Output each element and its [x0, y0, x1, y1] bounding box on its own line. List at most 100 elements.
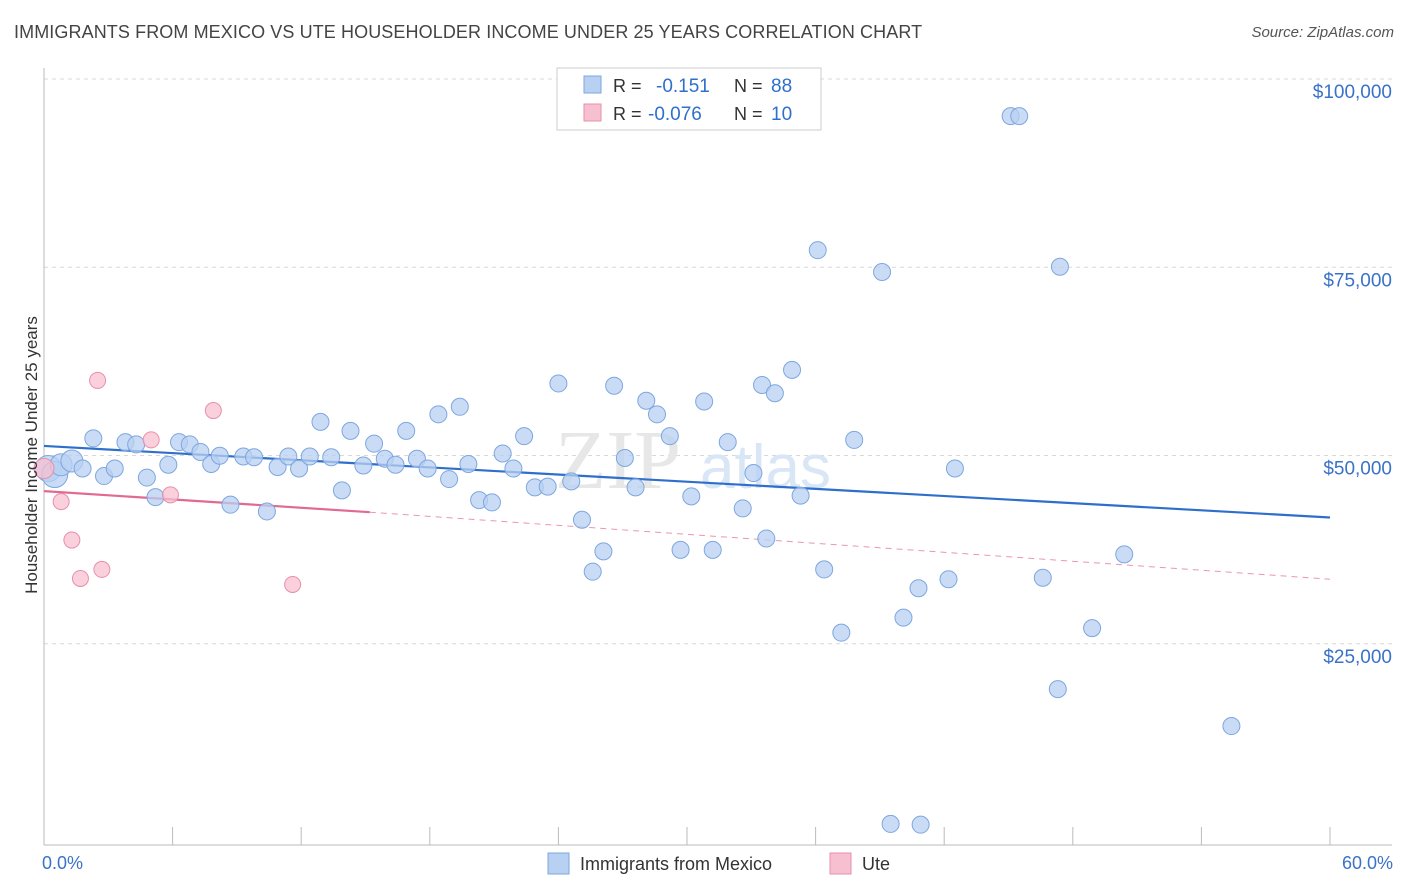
data-point-mexico [440, 470, 459, 489]
data-point-mexico [450, 397, 469, 416]
trend-lines [43, 444, 1331, 580]
legend-r-value: -0.076 [648, 104, 702, 125]
data-point-mexico [137, 468, 156, 487]
data-point-mexico [791, 486, 810, 505]
data-point-mexico [257, 502, 276, 521]
data-point-mexico [753, 375, 772, 394]
data-point-mexico [268, 458, 287, 477]
axis-layer: $25,000 $50,000 $75,000 $100,000 0.0% 60.0% [42, 68, 1393, 873]
data-point-mexico [881, 814, 900, 833]
data-point-mexico [671, 540, 690, 559]
x-tick-label: 0.0% [42, 853, 83, 873]
data-point-mexico [945, 459, 964, 478]
legend-n-value: 88 [771, 76, 792, 97]
bottom-legend-swatch-mexico [547, 852, 570, 875]
data-point-ute [89, 371, 107, 389]
data-point-mexico [418, 459, 437, 478]
x-tick-label: 60.0% [1342, 853, 1393, 873]
data-point-ute [161, 486, 179, 504]
data-point-mexico [637, 391, 656, 410]
data-point-mexico [815, 560, 834, 579]
data-point-mexico [1033, 568, 1052, 587]
bottom-legend-swatch-ute [829, 852, 852, 875]
data-point-mexico [159, 455, 178, 474]
data-point-mexico [615, 448, 634, 467]
y-axis-label: Householder Income Under 25 years [22, 316, 41, 594]
data-point-mexico [146, 488, 165, 507]
data-point-mexico [191, 442, 210, 461]
data-point-mexico [832, 623, 851, 642]
data-point-ute [33, 458, 55, 480]
data-point-mexico [311, 412, 330, 431]
data-point-mexico [765, 384, 784, 403]
legend-n-label: N = [734, 104, 763, 124]
data-point-mexico [354, 456, 373, 475]
data-point-mexico [1010, 107, 1029, 126]
data-point-ute [204, 402, 222, 420]
data-point-mexico [562, 472, 581, 491]
data-point-mexico [744, 464, 763, 483]
source-credit: Source: ZipAtlas.com [1251, 24, 1394, 41]
data-point-mexico [429, 405, 448, 424]
trend-line-ute [43, 490, 370, 514]
data-point-mexico [221, 495, 240, 514]
data-point-mexico [626, 478, 645, 497]
data-point-mexico [873, 263, 892, 282]
data-point-mexico [894, 608, 913, 627]
data-point-mexico [1115, 545, 1134, 564]
data-point-mexico [332, 481, 351, 500]
data-point-mexico [538, 477, 557, 496]
data-point-ute [52, 493, 70, 511]
data-point-mexico [549, 374, 568, 393]
bottom-legend-label-ute: Ute [862, 854, 890, 874]
data-point-ute [71, 569, 89, 587]
data-point-mexico [397, 421, 416, 440]
data-point-mexico [515, 427, 534, 446]
data-point-mexico [682, 487, 701, 506]
y-tick-label: $25,000 [1323, 647, 1392, 668]
data-point-mexico [583, 562, 602, 581]
data-point-mexico [73, 459, 92, 478]
legend-box: R = -0.151 N = 88 R = -0.076 N = 10 [556, 67, 822, 131]
data-point-mexico [279, 447, 298, 466]
y-tick-label: $50,000 [1323, 459, 1392, 480]
legend-n-label: N = [734, 76, 763, 96]
y-tick-label: $100,000 [1313, 82, 1392, 103]
data-point-mexico [459, 455, 478, 474]
data-point-mexico [1050, 257, 1069, 276]
data-point-mexico [695, 392, 714, 411]
data-point-mexico [245, 448, 264, 467]
y-axis-label-group: Householder Income Under 25 years [22, 316, 41, 594]
y-tick-label: $75,000 [1323, 270, 1392, 291]
data-point-mexico [909, 579, 928, 598]
chart-title: IMMIGRANTS FROM MEXICO VS UTE HOUSEHOLDE… [14, 22, 923, 42]
bottom-legend: Immigrants from Mexico Ute [547, 852, 890, 875]
data-point-mexico [605, 376, 624, 395]
data-point-mexico [647, 405, 666, 424]
data-point-ute [63, 531, 81, 549]
data-point-mexico [322, 448, 341, 467]
data-point-mexico [757, 529, 776, 548]
data-point-mexico [105, 459, 124, 478]
data-point-mexico [703, 540, 722, 559]
data-point-mexico [1222, 717, 1241, 736]
data-points [33, 107, 1241, 834]
legend-r-label: R = [613, 76, 642, 96]
data-point-mexico [660, 427, 679, 446]
data-point-mexico [386, 455, 405, 474]
data-point-mexico [84, 429, 103, 448]
data-point-mexico [290, 459, 309, 478]
data-point-mexico [493, 444, 512, 463]
legend-swatch-ute [583, 103, 602, 122]
data-point-mexico [939, 570, 958, 589]
grid-layer [44, 78, 1392, 645]
data-point-mexico [210, 446, 229, 465]
legend-r-value: -0.151 [656, 76, 710, 97]
data-point-mexico [365, 434, 384, 453]
data-point-mexico [341, 421, 360, 440]
trend-line-ute-extended [369, 511, 1331, 580]
data-point-mexico [127, 435, 146, 454]
data-point-mexico [845, 430, 864, 449]
data-point-ute [93, 560, 111, 578]
